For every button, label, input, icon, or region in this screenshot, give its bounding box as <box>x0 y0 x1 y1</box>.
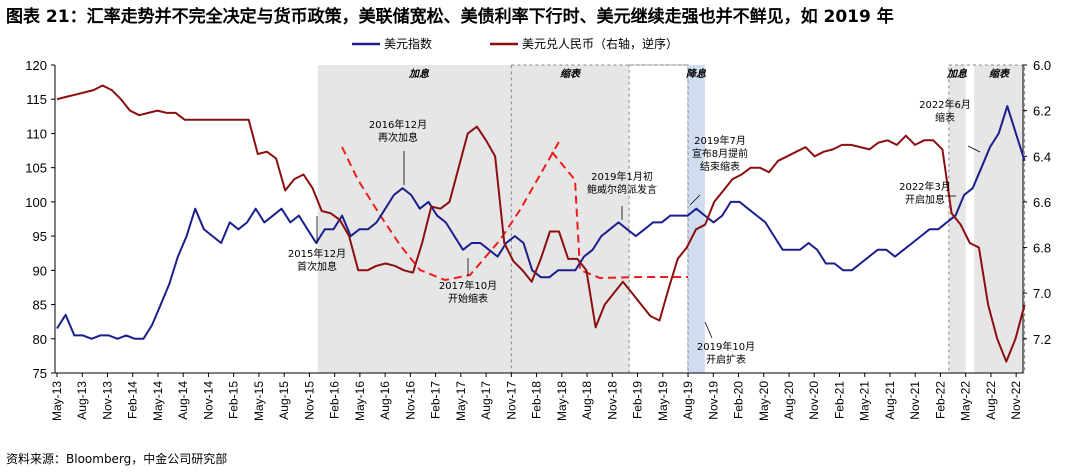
x-tick-label-28: May-20 <box>757 381 771 421</box>
x-tick-label-7: Feb-15 <box>227 381 241 419</box>
legend-label-1: 美元兑人民币（右轴，逆序） <box>522 36 678 51</box>
trend-dashed-0 <box>341 139 561 282</box>
x-tick-label-17: Aug-17 <box>479 381 493 420</box>
x-tick-label-6: Nov-14 <box>201 381 215 420</box>
annotation-arrow-5 <box>704 321 713 339</box>
legend-label-0: 美元指数 <box>384 36 432 51</box>
annotation-7-line-1: 开启加息 <box>905 193 945 206</box>
x-tick-label-31: Feb-21 <box>832 381 846 419</box>
annotation-3-line-0: 2019年1月初 <box>591 170 653 183</box>
x-tick-label-24: May-19 <box>656 381 670 421</box>
y-left-tick-label-0: 75 <box>33 366 47 381</box>
x-tick-label-5: Aug-14 <box>176 381 190 420</box>
shaded-period-2 <box>628 64 689 374</box>
x-tick-label-21: Aug-18 <box>580 381 594 420</box>
x-tick-label-34: Nov-21 <box>908 381 922 420</box>
y-left-tick-label-9: 120 <box>25 58 47 73</box>
x-tick-label-16: May-17 <box>454 381 468 421</box>
y-left-tick-label-6: 105 <box>25 161 47 176</box>
annotation-2-line-1: 开始缩表 <box>448 292 488 305</box>
chart-title: 图表 21：汇率走势并不完全决定与货币政策，美联储宽松、美债利率下行时、美元继续… <box>6 7 894 27</box>
x-tick-label-35: Feb-22 <box>933 381 947 419</box>
x-tick-label-11: Feb-16 <box>328 381 342 419</box>
series-line-1 <box>56 84 1026 363</box>
annotation-2-line-0: 2017年10月 <box>439 279 497 292</box>
shaded-period-0 <box>317 65 512 373</box>
annotation-6-line-0: 2022年6月 <box>919 98 971 111</box>
x-tick-label-27: Feb-20 <box>732 381 746 419</box>
phase-label-0: 加息 <box>408 68 430 80</box>
x-tick-label-26: Nov-19 <box>706 381 720 420</box>
phase-label-4: 加息 <box>946 68 968 80</box>
x-tick-label-8: May-15 <box>252 381 266 421</box>
x-tick-label-30: Nov-20 <box>807 381 821 420</box>
x-tick-label-19: Feb-18 <box>530 381 544 419</box>
x-tick-label-36: May-22 <box>959 381 973 421</box>
annotation-4-line-0: 2019年7月 <box>694 134 746 147</box>
x-tick-label-23: Feb-19 <box>631 381 645 419</box>
annotation-6-line-1: 缩表 <box>935 111 955 124</box>
y-left-tick-label-8: 115 <box>26 92 47 107</box>
annotation-3-line-1: 鲍威尔鸽派发言 <box>587 183 657 196</box>
x-tick-label-12: May-16 <box>353 381 367 421</box>
annotation-1-line-1: 首次加息 <box>297 260 337 273</box>
phase-label-5: 缩表 <box>989 68 1011 80</box>
x-tick-label-10: Nov-15 <box>302 381 316 420</box>
x-tick-label-14: Nov-16 <box>403 381 417 420</box>
x-tick-label-37: Aug-22 <box>984 381 998 420</box>
shaded-period-3 <box>688 65 705 373</box>
annotation-5-line-1: 开启扩表 <box>706 353 746 366</box>
annotation-5-line-0: 2019年10月 <box>697 340 755 353</box>
annotation-7-line-0: 2022年3月 <box>899 180 951 193</box>
annotation-1-line-0: 2015年12月 <box>288 247 346 260</box>
annotation-0-line-1: 再次加息 <box>378 131 418 144</box>
annotation-4-line-2: 结束缩表 <box>700 160 740 173</box>
x-tick-label-32: May-21 <box>858 381 872 421</box>
x-tick-label-38: Nov-22 <box>1009 381 1023 420</box>
x-tick-label-0: May-13 <box>50 381 64 421</box>
y-right-tick-label-2: 6.4 <box>1033 149 1051 164</box>
x-tick-label-18: Nov-17 <box>504 381 518 420</box>
y-left-tick-label-2: 85 <box>33 298 47 313</box>
x-tick-label-29: Aug-20 <box>782 381 796 420</box>
y-right-tick-label-1: 6.2 <box>1033 104 1051 119</box>
x-tick-label-1: Aug-13 <box>75 381 89 420</box>
y-left-tick-label-4: 95 <box>33 229 47 244</box>
y-right-tick-label-4: 6.8 <box>1033 241 1051 256</box>
y-left-tick-label-7: 110 <box>26 126 47 141</box>
annotation-0-line-0: 2016年12月 <box>369 118 427 131</box>
x-tick-label-4: May-14 <box>151 381 165 421</box>
x-tick-label-25: Aug-19 <box>681 381 695 420</box>
y-left-tick-label-5: 100 <box>25 195 47 210</box>
y-left-tick-label-3: 90 <box>33 263 47 278</box>
annotation-arrow-6 <box>967 145 981 153</box>
annotation-4-line-1: 宣布8月提前 <box>692 147 748 160</box>
shaded-period-1 <box>511 65 630 373</box>
trend-dashed-1 <box>551 151 688 280</box>
source-note: 资料来源：Bloomberg，中金公司研究部 <box>6 452 228 466</box>
y-right-tick-label-3: 6.6 <box>1033 195 1051 210</box>
x-tick-label-3: Feb-14 <box>126 381 140 419</box>
y-right-tick-label-0: 6.0 <box>1033 58 1051 73</box>
annotation-arrow-4 <box>689 194 701 206</box>
dashed-box-qt <box>510 64 689 374</box>
y-right-tick-label-5: 7.0 <box>1033 286 1051 301</box>
y-right-tick-label-6: 7.2 <box>1033 332 1051 347</box>
phase-label-3: 降息 <box>686 68 707 80</box>
x-tick-label-13: Aug-16 <box>378 381 392 420</box>
x-tick-label-2: Nov-13 <box>100 381 114 420</box>
x-tick-label-9: Aug-15 <box>277 381 291 420</box>
series-line-0 <box>56 105 1026 340</box>
phase-label-1: 缩表 <box>560 68 582 80</box>
x-tick-label-33: Aug-21 <box>883 381 897 420</box>
x-tick-label-20: May-18 <box>555 381 569 421</box>
x-tick-label-22: Nov-18 <box>605 381 619 420</box>
y-left-tick-label-1: 80 <box>33 332 47 347</box>
x-tick-label-15: Feb-17 <box>429 381 443 419</box>
shaded-period-5 <box>974 65 1025 373</box>
